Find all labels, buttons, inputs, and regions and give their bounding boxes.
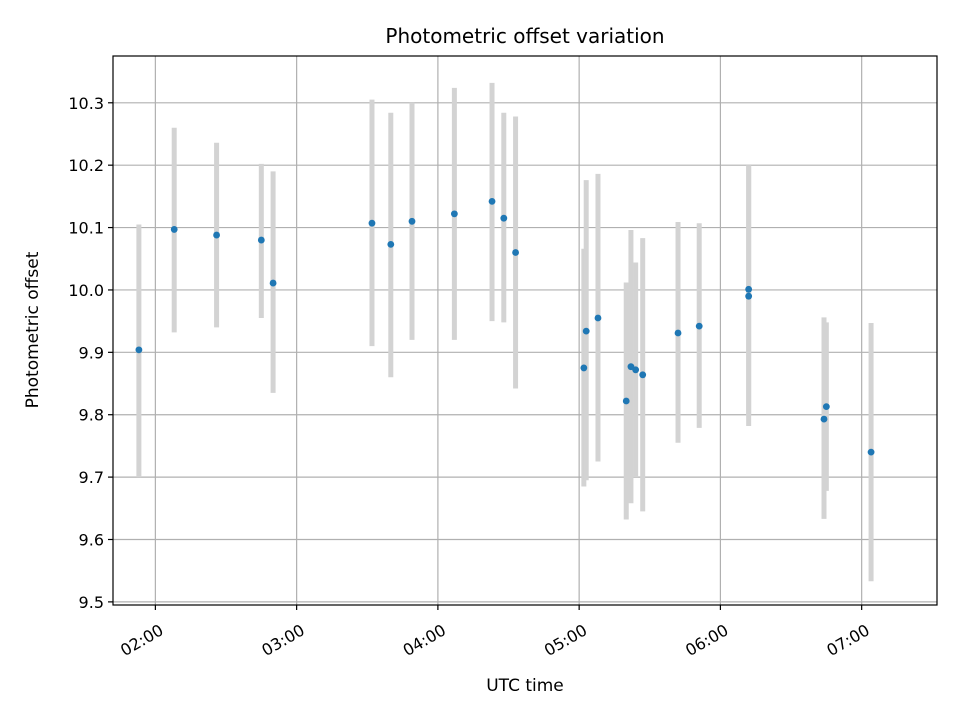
y-tick-label: 9.8: [79, 406, 104, 425]
data-point: [867, 448, 875, 456]
chart-title: Photometric offset variation: [385, 24, 664, 48]
y-tick-label: 10.1: [68, 219, 104, 238]
y-tick-label: 9.6: [79, 530, 104, 549]
data-point: [450, 210, 458, 218]
data-point: [674, 329, 682, 337]
data-point: [580, 364, 588, 372]
y-tick-label: 10.3: [68, 94, 104, 113]
data-point: [512, 249, 519, 256]
y-tick-label: 10.2: [68, 156, 104, 175]
y-tick-label: 9.9: [79, 343, 104, 362]
data-point: [488, 197, 496, 205]
y-axis-ticks: 9.5 9.6 9.7 9.8 9.9 10.0 10.1 10.2 10.3: [68, 94, 113, 612]
data-point: [695, 322, 703, 330]
data-point: [213, 231, 220, 239]
data-point: [632, 366, 640, 374]
data-points: [135, 197, 875, 456]
data-point: [594, 314, 602, 322]
y-tick-label: 10.0: [68, 281, 104, 300]
y-tick-label: 9.7: [79, 468, 104, 487]
y-axis-title: Photometric offset: [23, 251, 43, 408]
y-tick-label: 9.5: [79, 593, 104, 612]
data-point: [820, 415, 828, 423]
data-point: [639, 371, 647, 379]
data-point: [822, 403, 830, 411]
data-point: [500, 214, 508, 222]
data-point: [582, 327, 590, 335]
data-point: [745, 292, 753, 300]
data-point: [170, 226, 178, 233]
data-point: [387, 241, 395, 248]
data-point: [269, 279, 277, 287]
data-point: [257, 236, 265, 244]
grid: [113, 56, 937, 605]
data-point: [408, 217, 416, 225]
data-point: [135, 346, 143, 354]
data-point: [368, 219, 376, 227]
x-axis-title: UTC time: [486, 676, 564, 696]
data-point: [622, 397, 630, 405]
data-point: [745, 285, 753, 293]
plot-frame: [112, 55, 938, 606]
